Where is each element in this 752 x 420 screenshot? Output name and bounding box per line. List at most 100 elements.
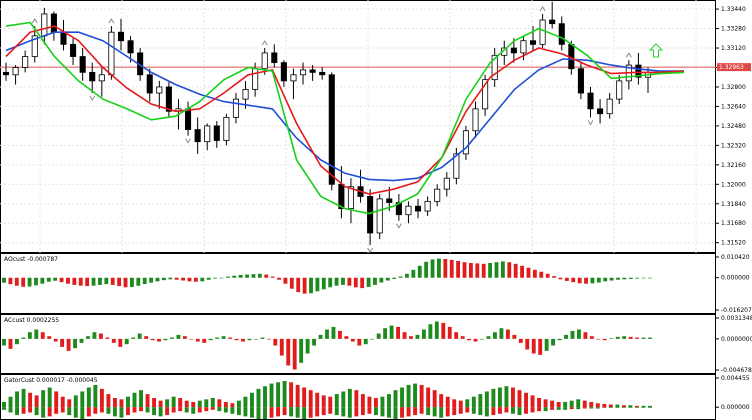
ac-bar xyxy=(247,338,252,341)
ac-bar xyxy=(337,330,342,339)
gator-lower-bar xyxy=(484,407,489,417)
ao-bar xyxy=(500,261,505,278)
gator-lower-bar xyxy=(341,407,346,417)
ao-tick-label: 0.010420 xyxy=(721,254,750,261)
ac-bar xyxy=(279,338,284,356)
gator-upper-bar xyxy=(641,405,646,408)
ac-bar xyxy=(98,333,103,339)
ao-bar xyxy=(622,277,627,280)
ac-title: ACcust 0.0002255 xyxy=(4,317,59,324)
ac-bar xyxy=(228,337,233,339)
gator-lower-bar xyxy=(595,407,600,409)
gator-lower-bar xyxy=(360,407,365,416)
gator-upper-bar xyxy=(563,401,568,408)
bear-candle xyxy=(60,31,67,45)
gator-tick-label: 0.004455 xyxy=(721,375,750,382)
gator-upper-bar xyxy=(269,383,274,408)
gator-upper-bar xyxy=(93,384,98,408)
ao-bar xyxy=(449,259,454,278)
ao-bar xyxy=(193,277,198,282)
bull-candle xyxy=(405,205,412,216)
gator-lower-bar xyxy=(54,407,59,414)
gator-upper-bar xyxy=(34,395,39,408)
ao-bar xyxy=(520,265,524,278)
ac-bar xyxy=(421,329,426,339)
gator-lower-bar xyxy=(217,407,222,412)
gator-upper-bar xyxy=(615,404,620,408)
ac-bar xyxy=(518,338,523,343)
gator-upper-bar xyxy=(413,383,418,408)
gator-upper-bar xyxy=(648,405,652,408)
gator-lower-bar xyxy=(445,407,450,417)
gator-upper-bar xyxy=(524,392,528,408)
gator-lower-bar xyxy=(21,407,26,414)
gator-upper-bar xyxy=(491,388,496,408)
ac-bar xyxy=(150,338,155,341)
ao-bar xyxy=(104,277,109,285)
gator-upper-bar xyxy=(321,395,326,408)
ao-bar xyxy=(488,263,493,278)
ao-bar xyxy=(8,277,13,285)
ao-bar xyxy=(53,277,58,281)
gator-lower-bar xyxy=(80,407,85,419)
gator-upper-bar xyxy=(178,398,183,408)
ao-bar xyxy=(558,277,563,280)
gator-upper-bar xyxy=(543,399,548,408)
gator-lower-bar xyxy=(576,407,581,410)
bear-candle xyxy=(414,205,422,212)
gator-upper-bar xyxy=(210,398,215,408)
gator-upper-bar xyxy=(380,396,385,408)
bear-candle xyxy=(165,86,172,112)
gator-lower-bar xyxy=(465,407,470,413)
gator-upper-bar xyxy=(119,399,124,408)
gator-upper-bar xyxy=(439,394,444,408)
ao-tick-label: 0.000000 xyxy=(721,275,750,282)
gator-lower-bar xyxy=(347,407,352,418)
bull-candle xyxy=(22,56,29,68)
gator-upper-bar xyxy=(145,394,150,408)
ao-bar xyxy=(136,277,141,286)
gator-upper-bar xyxy=(256,388,261,408)
gator-lower-bar xyxy=(47,407,52,417)
ac-tick-label: 0.0000000 xyxy=(721,336,752,343)
gator-upper-bar xyxy=(400,387,404,408)
gator-lower-bar xyxy=(132,407,137,413)
ao-bar xyxy=(123,277,128,288)
gator-lower-bar xyxy=(367,407,372,414)
gator-upper-bar xyxy=(589,401,594,408)
ac-bar xyxy=(325,329,329,339)
ac-bar xyxy=(641,337,646,339)
gator-lower-bar xyxy=(621,407,626,408)
gator-upper-bar xyxy=(602,403,607,408)
ao-bar xyxy=(424,261,429,278)
ac-bar xyxy=(441,322,446,339)
ac-bar xyxy=(34,329,39,339)
price-tick-label: 1.31680 xyxy=(721,220,746,227)
ao-bar xyxy=(437,258,441,278)
gator-lower-bar xyxy=(537,407,542,412)
ac-bar xyxy=(40,332,45,339)
ac-bar xyxy=(564,334,568,339)
ac-bar xyxy=(454,332,459,339)
ao-bar xyxy=(78,277,83,286)
ao-bar xyxy=(430,259,435,278)
gator-upper-bar xyxy=(458,400,463,408)
gator-lower-bar xyxy=(210,407,215,410)
fractal-up-icon xyxy=(31,18,38,24)
ao-bar xyxy=(411,269,416,278)
gator-upper-bar xyxy=(621,405,626,408)
gator-upper-bar xyxy=(15,391,20,408)
ao-bar xyxy=(475,263,480,278)
gator-upper-bar xyxy=(341,391,346,408)
bull-candle xyxy=(261,52,268,70)
gator-lower-bar xyxy=(413,407,418,416)
bear-candle xyxy=(146,74,153,94)
bear-candle xyxy=(587,92,594,110)
gator-upper-bar xyxy=(126,396,130,408)
ac-bar xyxy=(396,326,400,339)
ac-bar xyxy=(602,338,607,341)
ao-bar xyxy=(405,273,409,278)
gator-lower-bar xyxy=(328,407,333,414)
ao-bar xyxy=(545,273,550,278)
